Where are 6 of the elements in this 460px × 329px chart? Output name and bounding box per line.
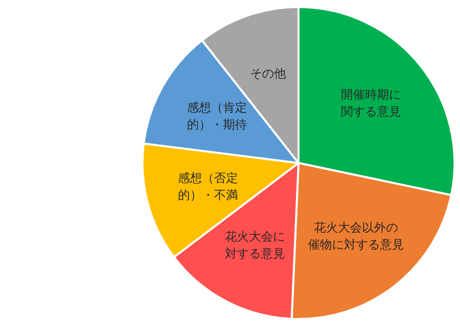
- slice-label: その他: [250, 66, 286, 81]
- slice-label: 花火大会以外の催物に対する意見: [308, 220, 404, 252]
- slice-label: 開催時期に関する意見: [341, 88, 402, 119]
- slice-label: 感想（肯定的）・期待: [187, 100, 248, 132]
- slice-label: 感想（否定的）・不満: [178, 170, 238, 202]
- slice-label: 花火大会に対する意見: [224, 229, 285, 260]
